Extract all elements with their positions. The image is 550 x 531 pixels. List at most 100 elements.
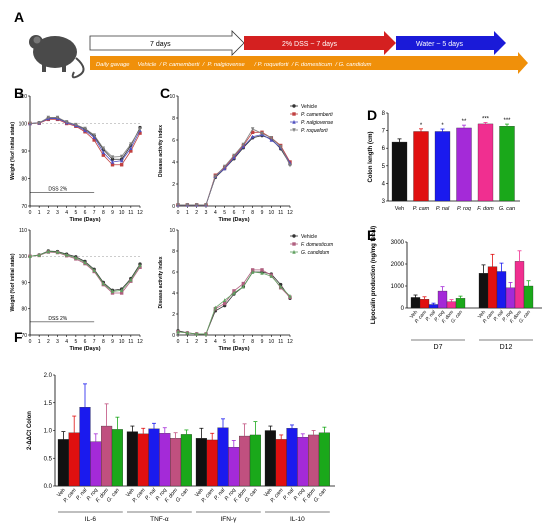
data-point	[119, 158, 124, 163]
y-tick-label: 90	[21, 280, 27, 286]
data-point	[74, 255, 78, 260]
legend-label: Vehicle	[301, 104, 317, 110]
y-tick-label: 0.5	[44, 456, 53, 462]
y-tick-label: 0	[401, 306, 405, 312]
bar	[111, 429, 123, 487]
bar	[410, 297, 421, 309]
series-line	[29, 118, 141, 163]
x-tick-label: 11	[128, 339, 133, 345]
y-tick-label: 100	[19, 254, 28, 260]
bar	[428, 304, 439, 309]
x-tick-label: 4	[214, 210, 217, 216]
x-tick-label: 4	[65, 210, 68, 216]
gavage-label: Daily gavage Vehicle / P. camemberti / P…	[96, 62, 372, 68]
x-tick-label: 6	[84, 339, 87, 345]
x-tick-label: 8	[251, 210, 254, 216]
water-label: Water ~ 5 days	[416, 41, 464, 48]
data-point	[232, 153, 236, 158]
data-point	[185, 330, 190, 335]
data-point	[101, 146, 106, 151]
bar	[264, 430, 276, 487]
x-tick-label: Veh	[56, 487, 67, 498]
y-axis-label: Weight (%of initial state)	[10, 253, 16, 311]
data-point	[241, 284, 246, 289]
y-axis-label: Disease activity index	[158, 125, 164, 177]
data-point	[28, 121, 32, 126]
x-tick-label: 10	[269, 210, 275, 216]
x-tick-label: 4	[65, 339, 68, 345]
x-tick-label: 3	[205, 339, 208, 345]
data-point	[260, 131, 264, 136]
data-point	[288, 294, 292, 298]
panel-label-c: C	[160, 85, 170, 101]
y-tick-label: 1.0	[44, 429, 53, 435]
data-point	[250, 130, 255, 134]
legend-marker	[292, 128, 296, 133]
x-tick-label: 5	[74, 210, 77, 216]
panel-label-a: A	[14, 9, 24, 25]
x-tick-label: Veh	[409, 309, 419, 320]
x-tick-label: 2	[47, 339, 50, 345]
legend-label: G. candidum	[301, 250, 329, 256]
data-point	[138, 265, 142, 269]
bar	[180, 434, 192, 487]
y-tick-label: 3000	[391, 240, 405, 246]
data-point	[119, 291, 124, 295]
data-point	[74, 122, 78, 127]
x-tick-label: 3	[56, 339, 59, 345]
y-tick-label: 1000	[391, 284, 405, 290]
series-line	[177, 271, 291, 335]
y-tick-label: 100	[19, 121, 28, 127]
y-tick-label: 10	[169, 94, 175, 100]
group-label: TNF-α	[150, 516, 169, 523]
legend-marker	[292, 112, 296, 116]
panel-label-b: B	[14, 85, 24, 101]
dss-annotation: DSS 2%	[48, 186, 67, 192]
bar	[217, 427, 229, 487]
chart-E: 0 1000 2000 3000 Lipocalin production (ng/mg…	[371, 226, 542, 351]
x-tick-label: 9	[111, 339, 114, 345]
x-tick-label: 11	[128, 210, 133, 216]
data-point	[119, 288, 124, 293]
x-tick-label: 8	[102, 210, 105, 216]
x-tick-label: 8	[251, 339, 254, 345]
x-tick-label: 11	[278, 339, 283, 345]
x-tick-label: 0	[29, 210, 32, 216]
data-point	[101, 281, 106, 286]
y-tick-label: 0	[172, 333, 175, 339]
y-tick-label: 90	[21, 149, 27, 155]
x-tick-label: 10	[119, 339, 125, 345]
x-tick-label: 2	[195, 339, 198, 345]
y-tick-label: 2	[172, 182, 175, 188]
data-point	[194, 331, 199, 336]
bar	[514, 261, 525, 309]
significance-mark: ***	[482, 117, 490, 123]
x-tick-label: 5	[74, 339, 77, 345]
data-point	[138, 127, 142, 132]
y-tick-label: 0.0	[44, 484, 53, 490]
bar	[126, 431, 138, 487]
data-point	[204, 203, 208, 207]
bar	[434, 131, 451, 202]
y-tick-label: 110	[19, 228, 27, 234]
data-point	[222, 298, 227, 303]
bar	[413, 131, 429, 202]
legend-marker	[292, 104, 296, 108]
data-point	[241, 281, 246, 286]
y-tick-label: 8	[172, 116, 175, 122]
y-tick-label: 70	[21, 333, 27, 339]
y-tick-label: 110	[19, 94, 27, 100]
significance-mark: **	[462, 119, 467, 125]
bar	[148, 428, 160, 487]
data-point	[138, 263, 142, 268]
significance-mark: *	[420, 123, 423, 129]
y-axis-label: 2-ΔΔCt Colon	[27, 411, 33, 450]
data-point	[250, 268, 255, 272]
legend-label: P. camemberti	[301, 112, 333, 118]
bar	[391, 141, 408, 202]
chart-D: 3 4 5 6 7 8 Colon length (cm) Veh * P. cam * P. nal…	[368, 111, 520, 212]
